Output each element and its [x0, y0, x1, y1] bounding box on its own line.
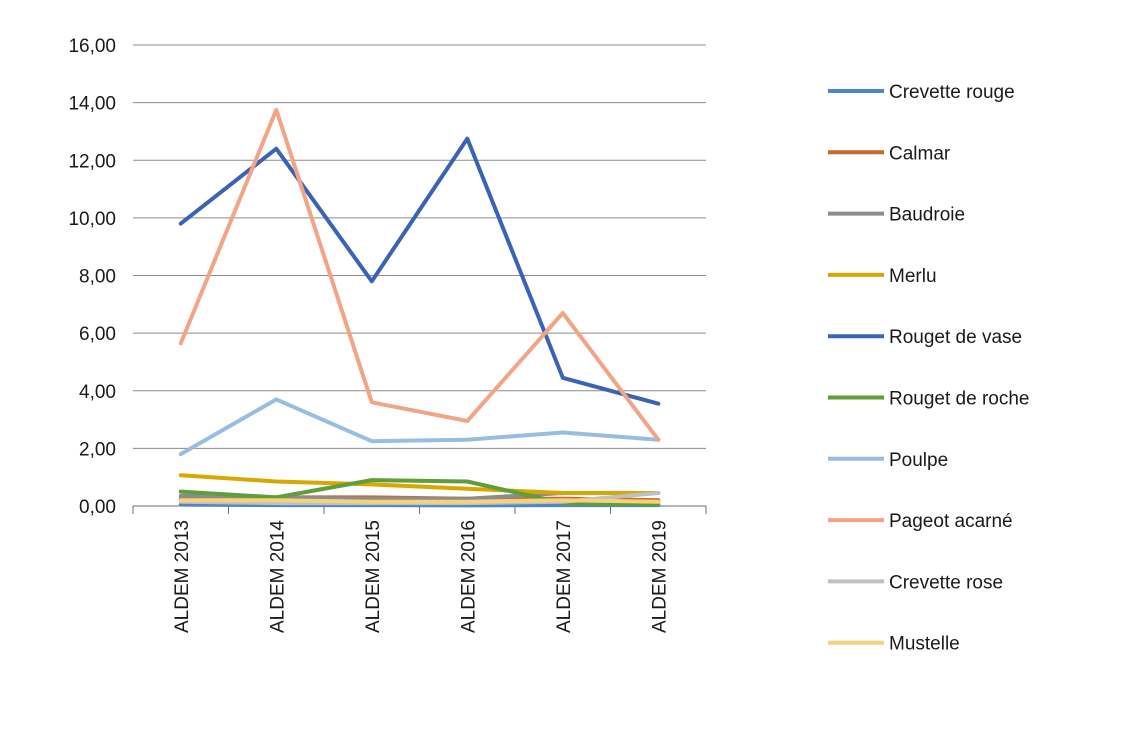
y-tick-label: 2,00: [79, 439, 116, 460]
y-tick-label: 10,00: [68, 209, 116, 230]
x-category-label: ALDEM 2017: [554, 520, 575, 633]
x-category-label: ALDEM 2019: [649, 520, 670, 633]
legend-label: Pageot acarné: [889, 511, 1013, 532]
x-category-label: ALDEM 2014: [267, 520, 288, 633]
legend: Crevette rouge Calmar Baudroie Merlu Rouget …: [828, 82, 1030, 655]
legend-label: Mustelle: [889, 634, 960, 655]
series-line-mustelle: [178, 498, 661, 504]
legend-label: Merlu: [889, 266, 937, 287]
x-category-label: ALDEM 2013: [172, 520, 193, 633]
x-category-label: ALDEM 2015: [363, 520, 384, 633]
y-axis-tick-labels: 0,00 2,00 4,00 6,00 8,00 10,00 12,00 14,00 16,00: [68, 36, 116, 518]
legend-label: Rouget de vase: [889, 327, 1022, 348]
y-tick-label: 4,00: [79, 382, 116, 403]
series-lines: [178, 107, 661, 508]
legend-label: Rouget de roche: [889, 389, 1030, 410]
y-tick-label: 16,00: [68, 36, 116, 57]
legend-label: Baudroie: [889, 205, 965, 226]
y-tick-label: 6,00: [79, 324, 116, 345]
y-tick-label: 12,00: [68, 151, 116, 172]
legend-label: Crevette rouge: [889, 82, 1015, 103]
y-tick-label: 0,00: [79, 497, 116, 518]
series-line-pageot-acarné: [178, 107, 661, 442]
series-line-merlu: [178, 473, 661, 495]
series-line-rouget-de-roche: [178, 478, 661, 507]
legend-label: Calmar: [889, 143, 951, 164]
y-tick-label: 14,00: [68, 94, 116, 115]
series-line-rouget-de-vase: [178, 136, 661, 406]
x-axis-category-labels: ALDEM 2013 ALDEM 2014 ALDEM 2015 ALDEM 2016…: [172, 520, 671, 633]
x-category-label: ALDEM 2016: [458, 520, 479, 633]
legend-label: Poulpe: [889, 450, 948, 471]
legend-label: Crevette rose: [889, 572, 1003, 593]
y-tick-label: 8,00: [79, 267, 116, 288]
series-line-poulpe: [178, 397, 661, 457]
gridlines: [133, 44, 706, 449]
